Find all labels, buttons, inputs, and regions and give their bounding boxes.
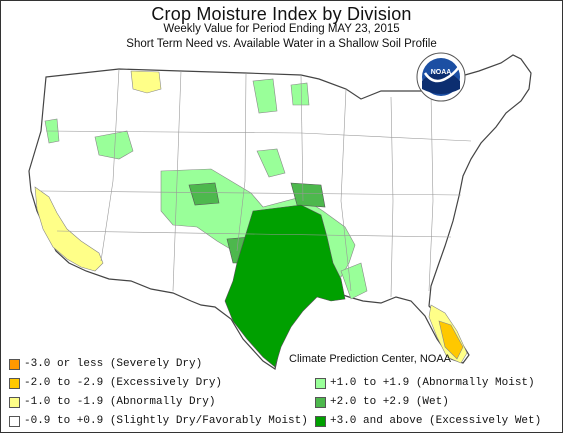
region-nebraska-wet — [290, 182, 326, 208]
region-california-dry — [34, 186, 104, 272]
legend-swatch — [315, 397, 326, 408]
legend-label: +2.0 to +2.9 (Wet) — [330, 396, 449, 408]
legend-label: +3.0 and above (Excessively Wet) — [330, 415, 542, 427]
legend-swatch — [315, 378, 326, 389]
noaa-logo-text: NOAA — [431, 69, 452, 76]
legend-label: -1.0 to -1.9 (Abnormally Dry) — [24, 396, 216, 408]
legend-swatch — [9, 416, 20, 427]
legend-swatch — [9, 378, 20, 389]
legend-label: -2.0 to -2.9 (Excessively Dry) — [24, 377, 223, 389]
region-dakota-moist — [252, 78, 278, 114]
region-idaho-moist — [94, 130, 134, 160]
credit-text: Climate Prediction Center, NOAA — [289, 353, 452, 365]
map-title: Crop Moisture Index by Division — [151, 4, 412, 24]
noaa-logo: NOAA — [416, 52, 466, 102]
legend-swatch — [9, 397, 20, 408]
region-florida-excessively-dry — [438, 320, 464, 360]
region-southeast-moist — [340, 262, 368, 300]
state-borders — [40, 68, 472, 298]
region-midwest-moist — [256, 148, 286, 178]
region-colorado-wet — [188, 182, 220, 206]
map-description: Short Term Need vs. Available Water in a… — [126, 38, 437, 50]
legend-label: -3.0 or less (Severely Dry) — [24, 358, 203, 370]
legend-swatch — [315, 416, 326, 427]
legend-label: -0.9 to +0.9 (Slightly Dry/Favorably Moi… — [24, 415, 308, 427]
region-montana-dry — [130, 70, 162, 94]
map-subtitle: Weekly Value for Period Ending MAY 23, 2… — [163, 23, 400, 35]
legend-label: +1.0 to +1.9 (Abnormally Moist) — [330, 377, 535, 389]
legend-swatch — [9, 359, 20, 370]
region-texas-excessively-wet — [224, 204, 346, 368]
region-minnesota-moist — [290, 82, 310, 106]
